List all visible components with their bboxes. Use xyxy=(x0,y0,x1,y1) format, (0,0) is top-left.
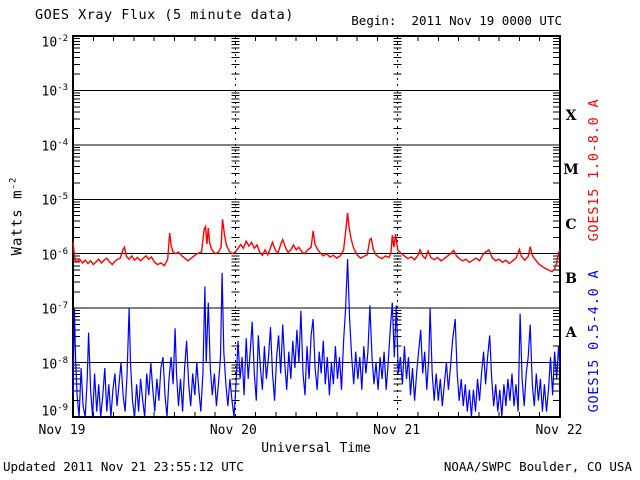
y-tick-label: 10-2 xyxy=(41,34,69,51)
series-goes15-0-5-4-0-a xyxy=(72,259,561,418)
flare-class-label-x: X xyxy=(565,107,577,124)
y-tick-label: 10-8 xyxy=(41,355,69,372)
x-tick-label: Nov 22 xyxy=(535,423,583,438)
x-tick-label: Nov 20 xyxy=(209,423,257,438)
y-axis-title-exponent: -2 xyxy=(8,176,19,190)
source-credit: NOAA/SWPC Boulder, CO USA xyxy=(443,459,632,474)
legend-short-channel-label: GOES15 0.5-4.0 A xyxy=(586,269,602,413)
x-tick-label: Nov 19 xyxy=(38,423,86,438)
y-tick-label: 10-6 xyxy=(41,246,69,264)
y-tick-label: 10-5 xyxy=(41,192,69,209)
x-tick-label: Nov 21 xyxy=(373,423,421,438)
series-goes15-1-0-8-0-a xyxy=(72,212,561,273)
y-tick-label: 10-3 xyxy=(41,83,69,100)
legend-long-channel-label: GOES15 1.0-8.0 A xyxy=(586,98,602,242)
y-tick-label: 10-7 xyxy=(41,301,69,318)
page-title: GOES Xray Flux (5 minute data) xyxy=(35,7,294,23)
y-axis-title-base: Watts m xyxy=(9,189,26,256)
flare-class-label-m: M xyxy=(563,162,579,179)
x-axis-title: Universal Time xyxy=(261,441,371,456)
flare-class-label-b: B xyxy=(565,270,577,287)
flare-class-label-a: A xyxy=(565,325,577,342)
begin-time-label: Begin: 2011 Nov 19 0000 UTC xyxy=(351,13,562,28)
flare-class-label-c: C xyxy=(565,216,577,233)
updated-timestamp: Updated 2011 Nov 21 23:55:12 UTC xyxy=(3,459,244,474)
y-tick-label: 10-9 xyxy=(41,403,69,420)
y-tick-label: 10-4 xyxy=(41,137,69,155)
